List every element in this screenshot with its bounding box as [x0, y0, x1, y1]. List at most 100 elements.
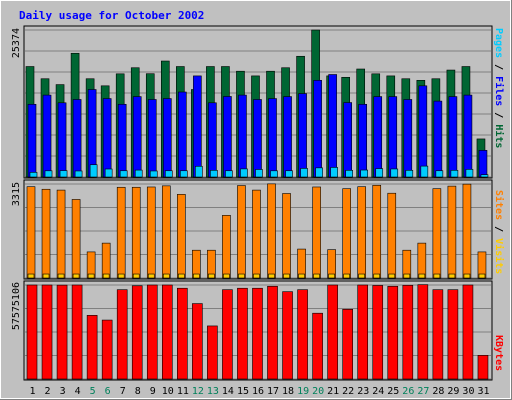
files-bar	[358, 103, 368, 178]
files-bar	[388, 96, 398, 178]
visits-bar	[193, 273, 200, 279]
kbytes-bar	[327, 284, 338, 380]
visits-y-max-label: 3315	[11, 182, 22, 206]
sites-bar	[387, 192, 397, 279]
visits-bar	[102, 273, 110, 279]
day-label: 5	[90, 386, 96, 397]
sites-bar	[177, 194, 186, 279]
day-label: 9	[150, 386, 156, 397]
day-label: 15	[237, 386, 249, 397]
day-label: 10	[162, 386, 174, 397]
sites-bar	[101, 242, 111, 279]
day-label: 2	[45, 386, 51, 397]
day-label: 11	[177, 386, 189, 397]
kbytes-bar	[372, 285, 384, 380]
visits-bar	[298, 273, 305, 279]
pages-bar	[435, 170, 444, 178]
pages-bar	[89, 164, 98, 178]
sites-bar	[131, 186, 141, 279]
visits-bar	[72, 273, 80, 279]
files-bar	[328, 74, 337, 178]
pages-bar	[285, 170, 293, 178]
files-bar	[478, 150, 488, 178]
chart-title: Daily usage for October 2002	[19, 9, 204, 22]
kbytes-bar	[161, 284, 173, 380]
day-label: 22	[342, 386, 354, 397]
visits-bar	[343, 273, 350, 279]
pages-bar	[29, 172, 38, 178]
pages-bar	[450, 170, 459, 178]
kbytes-bar	[177, 287, 188, 380]
kbytes-bar	[86, 315, 98, 380]
sites-bar	[462, 183, 472, 279]
day-label: 18	[282, 386, 294, 397]
day-label: 3	[60, 386, 66, 397]
sites-bar	[357, 186, 367, 279]
files-bar	[42, 94, 52, 178]
day-label: 25	[387, 386, 399, 397]
sites-bar	[26, 186, 36, 279]
visits-bar	[478, 273, 486, 279]
files-bar	[102, 98, 112, 178]
files-bar	[147, 99, 157, 178]
pages-bar	[420, 165, 429, 178]
visits-bar	[418, 273, 426, 279]
day-label: 13	[207, 386, 219, 397]
sites-bar	[417, 242, 427, 279]
pages-bar	[59, 170, 68, 178]
day-label: 8	[135, 386, 141, 397]
legend-separator: /	[493, 58, 504, 76]
legend-files: Files	[493, 76, 505, 106]
files-bar	[313, 80, 322, 178]
sites-bar	[41, 188, 51, 279]
sites-bar	[342, 188, 351, 279]
kbytes-bar	[26, 284, 38, 380]
kbytes-bar	[447, 289, 459, 380]
pages-bar	[390, 168, 399, 178]
day-label: 17	[267, 386, 279, 397]
kbytes-bar	[267, 285, 278, 380]
pages-bar	[345, 170, 353, 178]
sites-bar	[312, 186, 321, 279]
bars	[25, 29, 489, 380]
kbytes-bar	[402, 284, 414, 380]
pages-bar	[210, 170, 218, 178]
day-label: 14	[222, 386, 234, 397]
files-bar	[57, 102, 67, 178]
visits-bar	[42, 273, 50, 279]
files-bar	[268, 98, 277, 178]
sites-bar	[252, 189, 261, 279]
legend-pages: Pages	[493, 28, 504, 58]
kbytes-bar	[477, 355, 489, 380]
day-label: 27	[417, 386, 429, 397]
kbytes-bar	[252, 287, 263, 380]
pages-bar	[180, 170, 188, 178]
kbytes-bar	[387, 285, 399, 380]
kbytes-bar	[192, 303, 203, 380]
visits-bar	[223, 273, 230, 279]
visits-bar	[358, 273, 366, 279]
visits-bar	[268, 273, 275, 279]
pages-bar	[44, 170, 53, 178]
sites-bar	[71, 199, 81, 279]
visits-bar	[147, 273, 155, 279]
day-label: 24	[372, 386, 384, 397]
kbytes-bar	[342, 308, 353, 380]
files-bar	[448, 96, 458, 178]
day-label: 21	[327, 386, 339, 397]
day-label: 16	[252, 386, 264, 397]
kbytes-bar	[131, 285, 143, 380]
sites-bar	[237, 185, 246, 279]
sites-bar	[297, 248, 306, 279]
visits-bar	[328, 273, 335, 279]
kbytes-bar	[282, 291, 293, 380]
files-bar	[223, 96, 232, 178]
legend-separator: /	[493, 106, 504, 124]
pages-bar	[240, 168, 248, 178]
kbytes-bar	[71, 284, 83, 380]
files-bar	[208, 102, 217, 178]
pages-bar	[375, 168, 384, 178]
kbytes-bar	[222, 289, 233, 380]
visits-bar	[178, 273, 185, 279]
files-bar	[117, 103, 127, 178]
